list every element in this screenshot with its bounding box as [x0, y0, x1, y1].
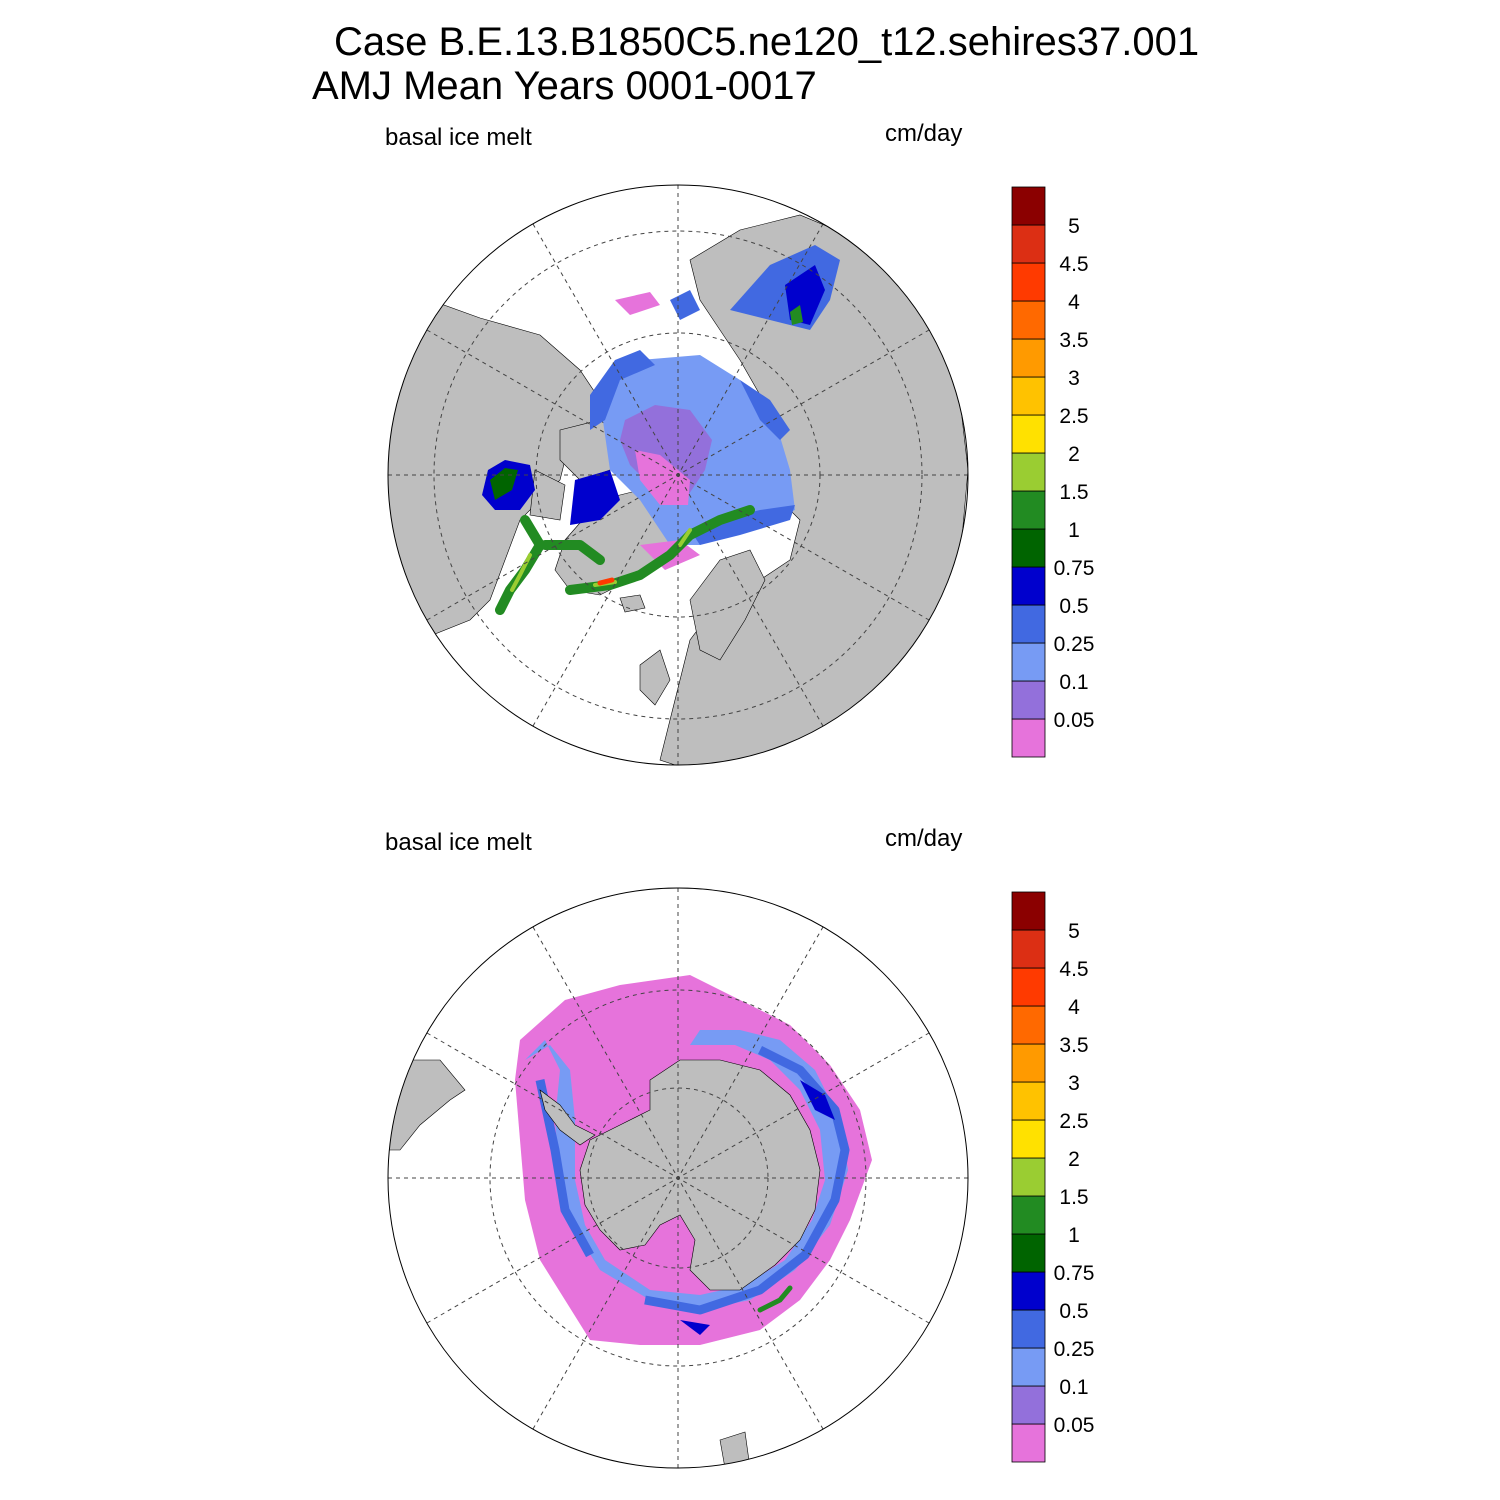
colorbar-top-tick-label: 0.1: [1059, 671, 1088, 694]
north-field-hudson-bay-green: [490, 468, 518, 500]
north-polar-map: [387, 184, 969, 766]
colorbar-bottom-tick-label: 0.25: [1054, 1338, 1095, 1361]
colorbar-top-segment: [1011, 642, 1046, 682]
colorbar-top-tick-label: 4.5: [1059, 253, 1088, 276]
north-field-bering-green: [790, 305, 803, 325]
colorbar-top-tick-label: 1: [1068, 519, 1080, 542]
north-melt-field: [482, 245, 840, 615]
colorbar-bottom-tick-label: 0.75: [1054, 1262, 1095, 1285]
south-field-green-patch: [757, 1285, 793, 1313]
colorbar-top-tick-label: 2.5: [1059, 405, 1088, 428]
north-land-scandinavia: [689, 549, 766, 661]
south-land-antarctic-peninsula: [539, 1089, 596, 1146]
colorbar-top-segment: [1011, 566, 1046, 606]
colorbar-top-segment: [1011, 528, 1046, 568]
colorbar-bottom-segment: [1011, 891, 1046, 931]
north-field-okhotsk-pink: [615, 292, 660, 315]
colorbar-top-tick-label: 3.5: [1059, 329, 1088, 352]
south-polar-map: [387, 887, 969, 1469]
colorbar-top-tick-label: 0.05: [1054, 709, 1095, 732]
north-field-lincoln-sea: [635, 450, 690, 505]
colorbar-top-tick-label: 3: [1068, 367, 1080, 390]
colorbar-top-segment: [1011, 604, 1046, 644]
colorbar-top-tick-label: 0.5: [1059, 595, 1088, 618]
figure-title-line2: AMJ Mean Years 0001-0017: [312, 64, 817, 108]
colorbar-top-segment: [1011, 680, 1046, 720]
panel1-variable-label: basal ice melt: [385, 124, 532, 151]
colorbar-top-tick-label: 2: [1068, 443, 1080, 466]
south-field-ring-light: [525, 1030, 848, 1310]
colorbar-top-segment: [1011, 490, 1046, 530]
figure-title-line1: Case B.E.13.B1850C5.ne120_t12.sehires37.…: [334, 20, 1200, 64]
colorbar-bottom-segment: [1011, 1157, 1046, 1197]
colorbar-top-segment: [1011, 452, 1046, 492]
colorbar-bottom-segment: [1011, 1043, 1046, 1083]
south-land-antarctica: [579, 1059, 821, 1291]
north-land-uk: [639, 649, 671, 706]
colorbar-top-segment: [1011, 262, 1046, 302]
south-land-south-america: [388, 1059, 466, 1151]
panel2-units-label: cm/day: [885, 825, 963, 852]
colorbar-bottom-tick-label: 1.5: [1059, 1186, 1088, 1209]
colorbar-top-segment: [1011, 186, 1046, 226]
colorbar-bottom-tick-label: 3: [1068, 1072, 1080, 1095]
colorbar-bottom-tick-label: 1: [1068, 1224, 1080, 1247]
panel2-variable-label: basal ice melt: [385, 829, 532, 856]
north-field-arctic-margin: [590, 350, 790, 440]
colorbar-bottom-tick-label: 4.5: [1059, 958, 1088, 981]
colorbar-bottom-segment: [1011, 1081, 1046, 1121]
colorbar-top-tick-label: 0.75: [1054, 557, 1095, 580]
colorbar-top-segment: [1011, 718, 1046, 758]
colorbar-bottom-tick-label: 5: [1068, 920, 1080, 943]
colorbar-top-tick-label: 0.25: [1054, 633, 1095, 656]
colorbar-top-tick-label: 1.5: [1059, 481, 1088, 504]
north-graticule: [388, 185, 968, 765]
colorbar-top: 0.05 0.1 0.25 0.5 0.75 1 1.5 2 2.5 3 3.5 4 4.5 5: [1011, 186, 1095, 758]
colorbar-bottom-tick-label: 0.1: [1059, 1376, 1088, 1399]
colorbar-top-segment: [1011, 338, 1046, 378]
colorbar-top-segment: [1011, 414, 1046, 454]
colorbar-bottom-segment: [1011, 1233, 1046, 1273]
north-field-ice-edge-red: [597, 577, 615, 586]
colorbar-top-tick-label: 4: [1068, 291, 1080, 314]
colorbar-bottom-tick-label: 3.5: [1059, 1034, 1088, 1057]
south-map-border: [387, 887, 969, 1469]
south-land-africa-tip: [719, 1431, 751, 1468]
colorbar-bottom-tick-label: 0.05: [1054, 1414, 1095, 1437]
colorbar-bottom: 0.05 0.1 0.25 0.5 0.75 1 1.5 2 2.5 3 3.5 4 4.5 5: [1011, 891, 1095, 1463]
north-field-baffin-bay: [570, 470, 620, 525]
colorbar-bottom-segment: [1011, 1385, 1046, 1425]
colorbar-bottom-segment: [1011, 1195, 1046, 1235]
colorbar-top-segment: [1011, 224, 1046, 264]
north-map-border: [387, 184, 969, 766]
panel1-units-label: cm/day: [885, 120, 963, 147]
colorbar-bottom-tick-label: 2.5: [1059, 1110, 1088, 1133]
colorbar-bottom-segment: [1011, 1271, 1046, 1311]
south-field-ring-mid: [535, 1045, 850, 1315]
colorbar-top-segment: [1011, 376, 1046, 416]
colorbar-top-segment: [1011, 300, 1046, 340]
colorbar-bottom-tick-label: 2: [1068, 1148, 1080, 1171]
colorbar-bottom-segment: [1011, 967, 1046, 1007]
colorbar-bottom-segment: [1011, 1423, 1046, 1463]
north-field-ice-edge-green: [495, 505, 755, 615]
south-graticule: [388, 888, 968, 1468]
colorbar-bottom-segment: [1011, 1347, 1046, 1387]
colorbar-bottom-segment: [1011, 1005, 1046, 1045]
colorbar-top-tick-label: 5: [1068, 215, 1080, 238]
colorbar-bottom-tick-label: 0.5: [1059, 1300, 1088, 1323]
colorbar-bottom-segment: [1011, 1309, 1046, 1349]
north-field-greenland-sea: [690, 505, 795, 545]
colorbar-bottom-segment: [1011, 1119, 1046, 1159]
south-field-east-antarctic-core: [680, 1080, 835, 1335]
colorbar-bottom-tick-label: 4: [1068, 996, 1080, 1019]
colorbar-bottom-segment: [1011, 929, 1046, 969]
